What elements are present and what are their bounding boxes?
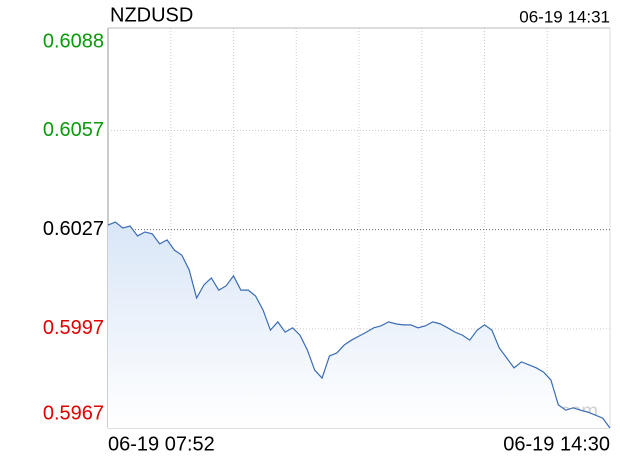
x-tick-label: 06-19 14:30 [503, 433, 610, 455]
x-tick-label: 06-19 07:52 [108, 433, 215, 455]
y-tick-label: 0.6088 [43, 30, 104, 52]
chart-title: NZDUSD [110, 4, 193, 26]
y-tick-label: 0.5997 [43, 317, 104, 339]
price-line [107, 221, 611, 429]
y-tick-label: 0.6057 [43, 119, 104, 141]
area-fill [108, 222, 610, 428]
timestamp: 06-19 14:31 [519, 7, 610, 26]
y-tick-label: 0.5967 [43, 402, 104, 424]
y-tick-label: 0.6027 [43, 218, 104, 240]
